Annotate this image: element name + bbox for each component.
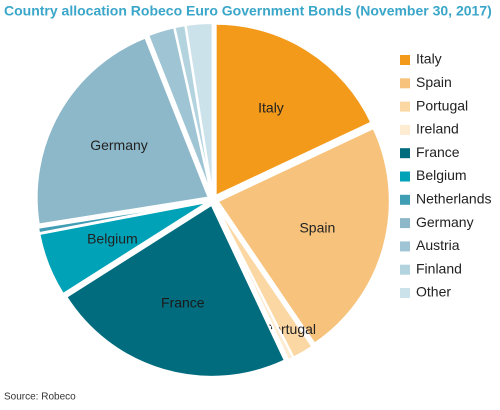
legend-swatch [400, 148, 410, 159]
slice-label: Spain [299, 219, 335, 235]
legend-label: France [416, 144, 460, 160]
legend-label: Portugal [416, 97, 468, 113]
pie-slice [214, 22, 373, 198]
chart-title: Country allocation Robeco Euro Governmen… [4, 3, 492, 19]
legend-swatch [400, 288, 410, 298]
legend-swatch [400, 55, 410, 65]
pie-slice [184, 22, 214, 196]
legend-swatch [400, 171, 410, 182]
slice-label: France [161, 295, 205, 311]
slice-label: Italy [258, 99, 284, 115]
legend-label: Ireland [416, 121, 459, 137]
legend-label: Austria [416, 237, 460, 253]
legend-swatch [400, 101, 410, 112]
slice-label: Germany [90, 137, 148, 153]
pie-slice [38, 200, 209, 296]
legend-swatch [400, 194, 410, 205]
legend-label: Germany [416, 214, 474, 230]
pie-slice [216, 126, 391, 345]
legend-swatch [400, 264, 410, 275]
pie-slice [35, 36, 211, 226]
legend-label: Italy [416, 51, 442, 67]
legend-label: Belgium [416, 167, 467, 183]
legend-swatch [400, 241, 410, 252]
legend-label: Other [416, 284, 451, 300]
source: Source: Robeco [4, 392, 76, 403]
pie-slice [214, 204, 295, 362]
legend-swatch [400, 78, 410, 89]
legend-label: Spain [416, 74, 452, 90]
pie-slice [64, 203, 287, 378]
legend-swatch [400, 124, 410, 135]
slice-label: Belgium [87, 231, 138, 247]
legend-label: Finland [416, 260, 462, 276]
legend-label: Netherlands [416, 191, 492, 207]
pie-slice [37, 199, 209, 235]
legend-swatch [400, 218, 410, 229]
